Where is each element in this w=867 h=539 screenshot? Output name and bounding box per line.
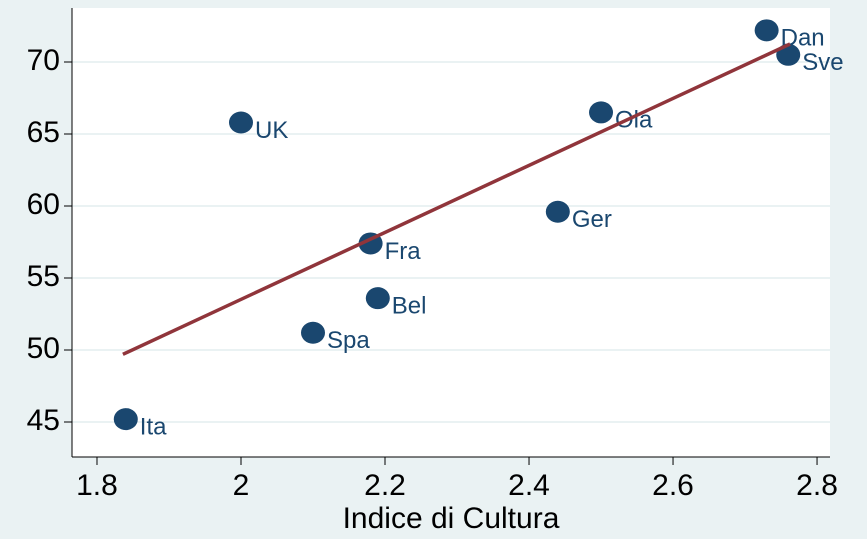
fit-line [122, 42, 791, 356]
point [228, 111, 253, 134]
point [365, 287, 390, 310]
x-axis-label: Indice di Cultura [343, 502, 560, 535]
x-tick-label: 1.8 [76, 469, 118, 502]
y-tick-label: 50 [27, 332, 60, 365]
y-tick-label: 65 [27, 116, 60, 149]
x-tick-label: 2.4 [508, 469, 550, 502]
x-tick-label: 2.6 [652, 469, 694, 502]
point [545, 200, 570, 223]
x-tick-label: 2.2 [364, 469, 406, 502]
point-label: Sve [802, 49, 843, 76]
point [301, 321, 326, 344]
x-tick-label: 2.8 [796, 469, 838, 502]
point-label: Fra [385, 238, 422, 265]
point-label: Bel [392, 293, 427, 320]
point [589, 101, 614, 124]
point-label: UK [255, 117, 288, 144]
y-tick-label: 70 [27, 44, 60, 77]
point [754, 19, 779, 42]
point-label: Ita [140, 413, 167, 440]
plot-area [72, 8, 830, 457]
x-tick-label: 2 [233, 469, 250, 502]
point-label: Spa [327, 327, 370, 354]
y-tick-label: 60 [27, 188, 60, 221]
point [113, 408, 138, 431]
y-tick-label: 45 [27, 404, 60, 437]
y-tick-label: 55 [27, 260, 60, 293]
point-label: Ger [572, 206, 612, 233]
